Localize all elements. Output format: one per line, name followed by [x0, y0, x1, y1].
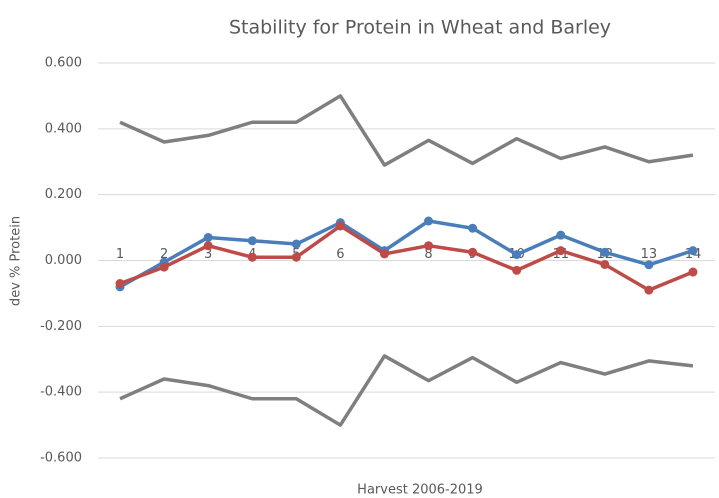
series-line — [119, 354, 694, 427]
y-tick-label: 0.000 — [45, 253, 82, 268]
x-tick-label: 8 — [424, 247, 432, 262]
point — [424, 216, 434, 226]
point — [291, 252, 301, 262]
point — [512, 265, 522, 275]
x-tick-label: 1 — [116, 247, 124, 262]
point — [468, 247, 478, 257]
point — [424, 241, 434, 251]
x-tick-label: 13 — [641, 247, 658, 262]
y-tick-label: -0.400 — [40, 385, 82, 400]
point — [203, 232, 213, 242]
y-tick-label: 0.400 — [45, 121, 82, 136]
y-tick-label: 0.200 — [45, 187, 82, 202]
point — [379, 249, 389, 259]
series-line — [119, 224, 694, 292]
point — [512, 250, 522, 260]
point — [600, 259, 610, 269]
point — [247, 252, 257, 262]
point — [644, 260, 654, 270]
point — [203, 241, 213, 251]
chart-title: Stability for Protein in Wheat and Barle… — [229, 17, 611, 39]
point — [556, 246, 566, 256]
point — [688, 246, 698, 256]
point — [688, 267, 698, 277]
x-tick-label: 6 — [336, 247, 344, 262]
point — [247, 236, 257, 246]
point — [335, 221, 345, 231]
point — [644, 285, 654, 295]
y-tick-label: 0.600 — [45, 56, 82, 71]
y-tick-label: -0.600 — [40, 451, 82, 466]
point — [115, 279, 125, 289]
x-tick-label: 2 — [160, 247, 168, 262]
x-axis-label: Harvest 2006-2019 — [357, 483, 483, 498]
point — [159, 262, 169, 272]
point — [600, 247, 610, 257]
y-axis-label: dev % Protein — [9, 216, 24, 306]
point — [556, 230, 566, 240]
y-tick-label: -0.200 — [40, 319, 82, 334]
point — [291, 239, 301, 249]
point — [468, 223, 478, 233]
x-tick-label: 3 — [204, 247, 212, 262]
series-line — [119, 219, 694, 289]
series-line — [119, 94, 694, 167]
